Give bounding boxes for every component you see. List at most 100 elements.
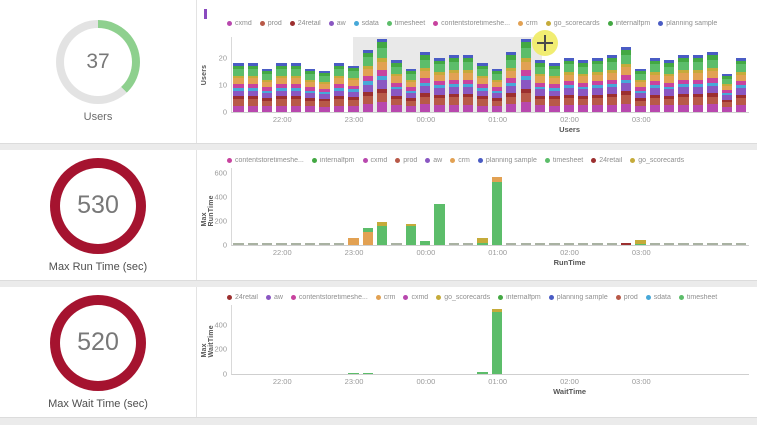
legend-item-aw[interactable]: aw [425,157,442,164]
legend-item-sdata[interactable]: sdata [645,294,671,301]
bar[interactable] [592,57,603,112]
bar[interactable] [305,68,316,112]
users-plot-area[interactable]: 0 10 20 22:00 23:00 00:00 01:00 02:00 03:00 Users [219,30,749,134]
bar[interactable] [290,63,302,112]
legend-item-contentstoretimeshe[interactable]: contentstoretimeshe... [433,20,510,27]
bar[interactable] [305,243,316,245]
bar[interactable] [506,243,517,245]
legend-item-24retail[interactable]: 24retail [227,294,258,301]
bar[interactable] [376,222,388,245]
legend-item-contentstoretimeshe[interactable]: contentstoretimeshe... [227,157,304,164]
bar[interactable] [606,55,617,112]
bar[interactable] [448,243,460,245]
legend-item-contentstoretimeshe[interactable]: contentstoretimeshe... [290,294,368,301]
bar[interactable] [491,309,503,374]
bar[interactable] [635,240,646,245]
bar[interactable] [606,243,617,245]
legend-item-internalfpm[interactable]: internalfpm [498,294,541,301]
bar[interactable] [477,372,488,374]
zoom-plus-cursor[interactable] [531,30,558,56]
bar[interactable] [247,243,258,245]
bar[interactable] [391,243,402,245]
users-chart[interactable]: cxmd prod 24retail aw sdata timesheet contents… [197,0,757,143]
bar[interactable] [649,243,661,245]
bar[interactable] [348,238,359,245]
legend-item-24retail[interactable]: 24retail [591,157,622,164]
bar[interactable] [649,57,661,112]
legend-item-planning-sample[interactable]: planning sample [477,157,537,164]
bar[interactable] [233,243,244,245]
legend-item-24retail[interactable]: 24retail [289,20,321,27]
bar[interactable] [735,57,747,112]
bar[interactable] [463,55,474,112]
bar[interactable] [520,243,531,245]
bar[interactable] [577,243,589,245]
legend-item-aw[interactable]: aw [265,294,283,301]
bar[interactable] [678,55,689,112]
bar[interactable] [405,223,416,245]
bar[interactable] [534,243,546,245]
bar[interactable] [333,63,345,112]
bar[interactable] [463,243,474,245]
legend-item-timesheet[interactable]: timesheet [544,157,583,164]
legend-item-timesheet[interactable]: timesheet [678,294,717,301]
bar[interactable] [577,60,589,112]
legend-item-timesheet[interactable]: timesheet [386,20,425,27]
bar[interactable] [362,49,373,112]
bar[interactable] [563,243,574,245]
legend-item-crm[interactable]: crm [375,294,395,301]
bar[interactable] [319,71,330,112]
bar[interactable] [520,38,531,112]
bar[interactable] [621,46,632,112]
bar[interactable] [664,60,675,112]
bar[interactable] [707,52,718,112]
bar[interactable] [635,68,646,112]
bar[interactable] [419,52,431,112]
bar[interactable] [549,63,560,112]
bar[interactable] [721,74,732,112]
legend-item-internalfpm[interactable]: internalfpm [607,20,650,27]
bar[interactable] [735,243,747,245]
legend-item-prod[interactable]: prod [259,20,282,27]
legend-item-planning-sample[interactable]: planning sample [658,20,717,27]
legend-item-planning-sample[interactable]: planning sample [548,294,608,301]
run-time-plot-area[interactable]: 0 200 400 600 22:00 23:00 00:00 01:00 02:00 03:00… [214,168,749,267]
bar[interactable] [621,242,632,245]
legend-item-prod[interactable]: prod [395,157,417,164]
bar[interactable] [721,243,732,245]
bar[interactable] [391,60,402,112]
legend-item-sdata[interactable]: sdata [353,20,379,27]
legend-item-go-scorecards[interactable]: go_scorecards [436,294,490,301]
bar[interactable] [262,243,273,245]
bar[interactable] [362,372,373,374]
bar[interactable] [233,63,244,112]
bar[interactable] [678,243,689,245]
wait-time-chart[interactable]: 24retail aw contentstoretimeshe... crm cxmd g… [197,287,757,417]
bar[interactable] [262,68,273,112]
bar[interactable] [348,372,359,374]
bar[interactable] [405,68,416,112]
bar[interactable] [506,52,517,112]
bar[interactable] [419,240,431,245]
bar[interactable] [664,243,675,245]
bar[interactable] [348,65,359,112]
bar[interactable] [491,68,503,112]
legend-item-go-scorecards[interactable]: go_scorecards [545,20,600,27]
bar[interactable] [692,55,704,112]
bar[interactable] [692,243,704,245]
legend-item-cxmd[interactable]: cxmd [403,294,428,301]
bar[interactable] [362,227,373,245]
bar[interactable] [276,63,287,112]
bar[interactable] [491,176,503,245]
bar[interactable] [276,243,287,245]
wait-time-plot-area[interactable]: 0 200 400 22:00 23:00 00:00 01:00 02:00 03:00 Wai… [214,305,749,396]
bar[interactable] [319,243,330,245]
bar[interactable] [563,57,574,112]
bar[interactable] [477,237,488,245]
legend-item-go-scorecards[interactable]: go_scorecards [630,157,684,164]
bar[interactable] [477,63,488,112]
legend-item-prod[interactable]: prod [615,294,638,301]
legend-item-crm[interactable]: crm [450,157,470,164]
bar[interactable] [434,57,445,112]
bar[interactable] [534,60,546,112]
